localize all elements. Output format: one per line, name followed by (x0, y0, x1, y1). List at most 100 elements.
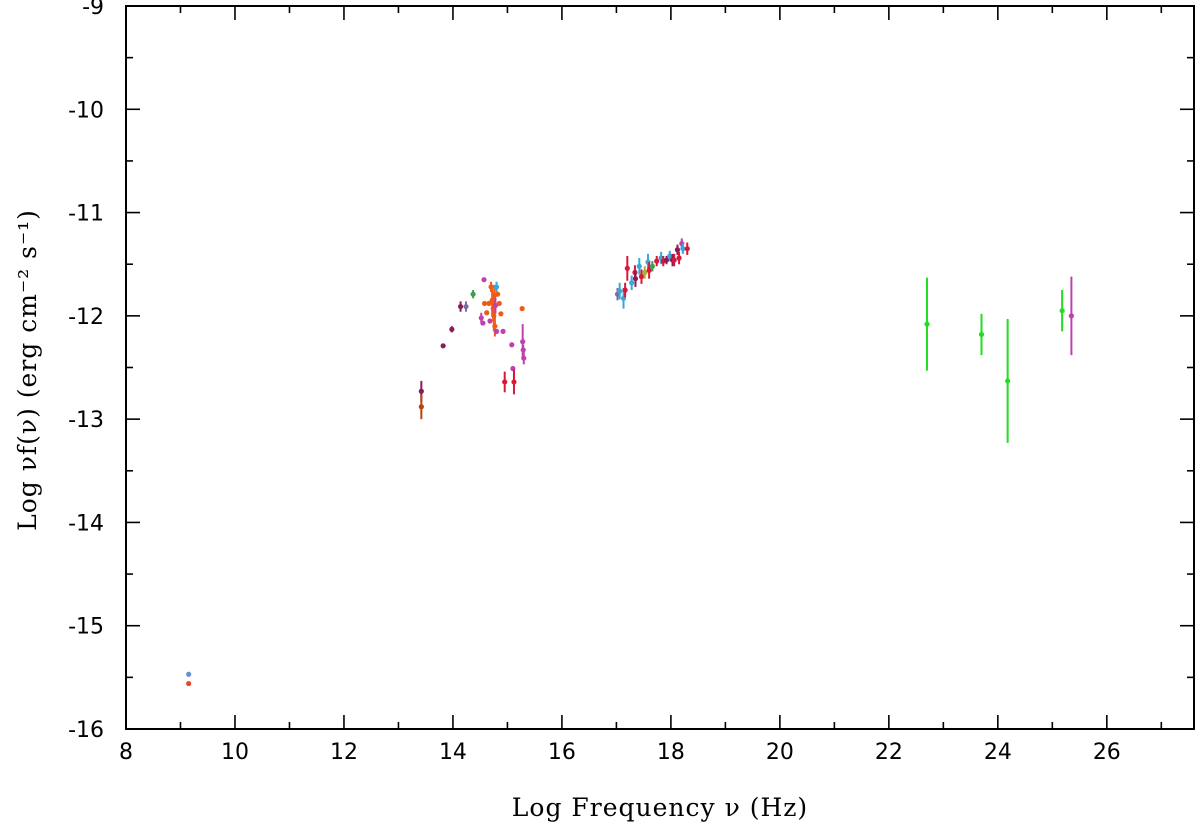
data-point (496, 300, 502, 307)
y-tick-label: -14 (68, 511, 104, 536)
y-tick-label: -12 (68, 305, 104, 330)
point-marker (521, 355, 527, 361)
point-marker (636, 263, 642, 269)
data-point (519, 306, 525, 312)
data-point (636, 258, 642, 275)
x-axis-label: Log Frequency ν (Hz) (512, 793, 808, 822)
point-marker (509, 342, 515, 348)
data-point (667, 250, 673, 262)
point-marker (478, 315, 484, 321)
data-point (674, 244, 681, 255)
data-point (481, 277, 487, 283)
point-marker (663, 257, 670, 263)
point-marker (684, 246, 690, 252)
data-point (654, 255, 660, 267)
point-marker (470, 291, 476, 297)
point-marker (978, 331, 985, 338)
point-marker (632, 276, 639, 282)
data-point (486, 300, 492, 307)
x-tick-label: 16 (548, 740, 576, 765)
point-marker (487, 318, 493, 324)
data-point (470, 290, 476, 299)
x-tick-label: 8 (119, 740, 133, 765)
point-marker (680, 246, 686, 252)
point-marker (449, 326, 455, 332)
data-point (1068, 276, 1074, 356)
y-tick-label: -13 (68, 408, 104, 433)
point-marker (480, 320, 486, 326)
point-marker (622, 287, 628, 293)
point-marker (493, 284, 500, 290)
point-marker (484, 310, 490, 316)
point-marker (649, 263, 655, 269)
data-point (186, 680, 192, 687)
point-marker (519, 306, 525, 312)
data-point (484, 310, 490, 316)
data-point (978, 313, 985, 356)
point-marker (186, 680, 192, 687)
point-marker (463, 303, 469, 310)
data-point (646, 262, 652, 279)
point-marker (520, 339, 526, 345)
x-tick-label: 20 (766, 740, 794, 765)
point-marker (638, 274, 645, 280)
point-marker (1059, 308, 1065, 314)
x-tick-label: 10 (221, 740, 249, 765)
data-point (663, 255, 670, 265)
plot-frame (125, 5, 1195, 730)
y-tick-label: -11 (68, 202, 104, 227)
data-point (680, 243, 686, 254)
point-marker (493, 328, 500, 334)
point-marker (642, 269, 648, 276)
point-marker (624, 265, 630, 271)
data-point (502, 371, 508, 393)
data-point (481, 300, 488, 307)
data-point (509, 342, 515, 348)
y-tick-label: -10 (68, 98, 104, 123)
point-marker (496, 300, 502, 307)
point-marker (674, 247, 681, 253)
x-tick-label: 18 (657, 740, 685, 765)
point-marker (1068, 313, 1074, 319)
x-tick-label: 24 (984, 740, 1012, 765)
point-marker (492, 302, 499, 309)
data-points (186, 238, 1074, 687)
point-marker (498, 311, 504, 317)
data-point (493, 328, 500, 334)
data-point (498, 311, 504, 317)
point-marker (500, 328, 506, 334)
data-point (457, 301, 464, 312)
data-point (495, 291, 501, 297)
point-marker (654, 258, 660, 264)
point-marker (481, 277, 487, 283)
data-point (511, 369, 517, 395)
point-marker (440, 343, 446, 349)
point-marker (617, 288, 623, 294)
point-marker (1005, 378, 1011, 384)
data-point (492, 297, 499, 314)
data-point (617, 282, 623, 300)
point-marker (511, 379, 517, 385)
data-point (521, 352, 527, 365)
point-marker (492, 323, 498, 329)
point-marker (495, 291, 501, 297)
x-tick-label: 22 (875, 740, 903, 765)
data-point (676, 251, 682, 265)
data-point (642, 266, 648, 279)
data-point (449, 326, 455, 333)
data-point (500, 328, 506, 334)
point-marker (667, 253, 673, 259)
data-point (622, 282, 628, 298)
y-tick-label: -9 (82, 0, 104, 20)
point-marker (481, 300, 488, 307)
axis-tick-labels: 8 10 12 14 16 18 20 22 24 26 -16 -15 -14 -13 -12 -11 -10… (68, 0, 1121, 765)
point-marker (629, 280, 635, 286)
data-point (1005, 318, 1011, 443)
x-tick-label: 26 (1093, 740, 1121, 765)
point-marker (457, 303, 464, 310)
point-marker (502, 379, 508, 385)
point-marker (520, 347, 526, 353)
x-tick-label: 12 (330, 740, 358, 765)
point-marker (418, 404, 424, 410)
